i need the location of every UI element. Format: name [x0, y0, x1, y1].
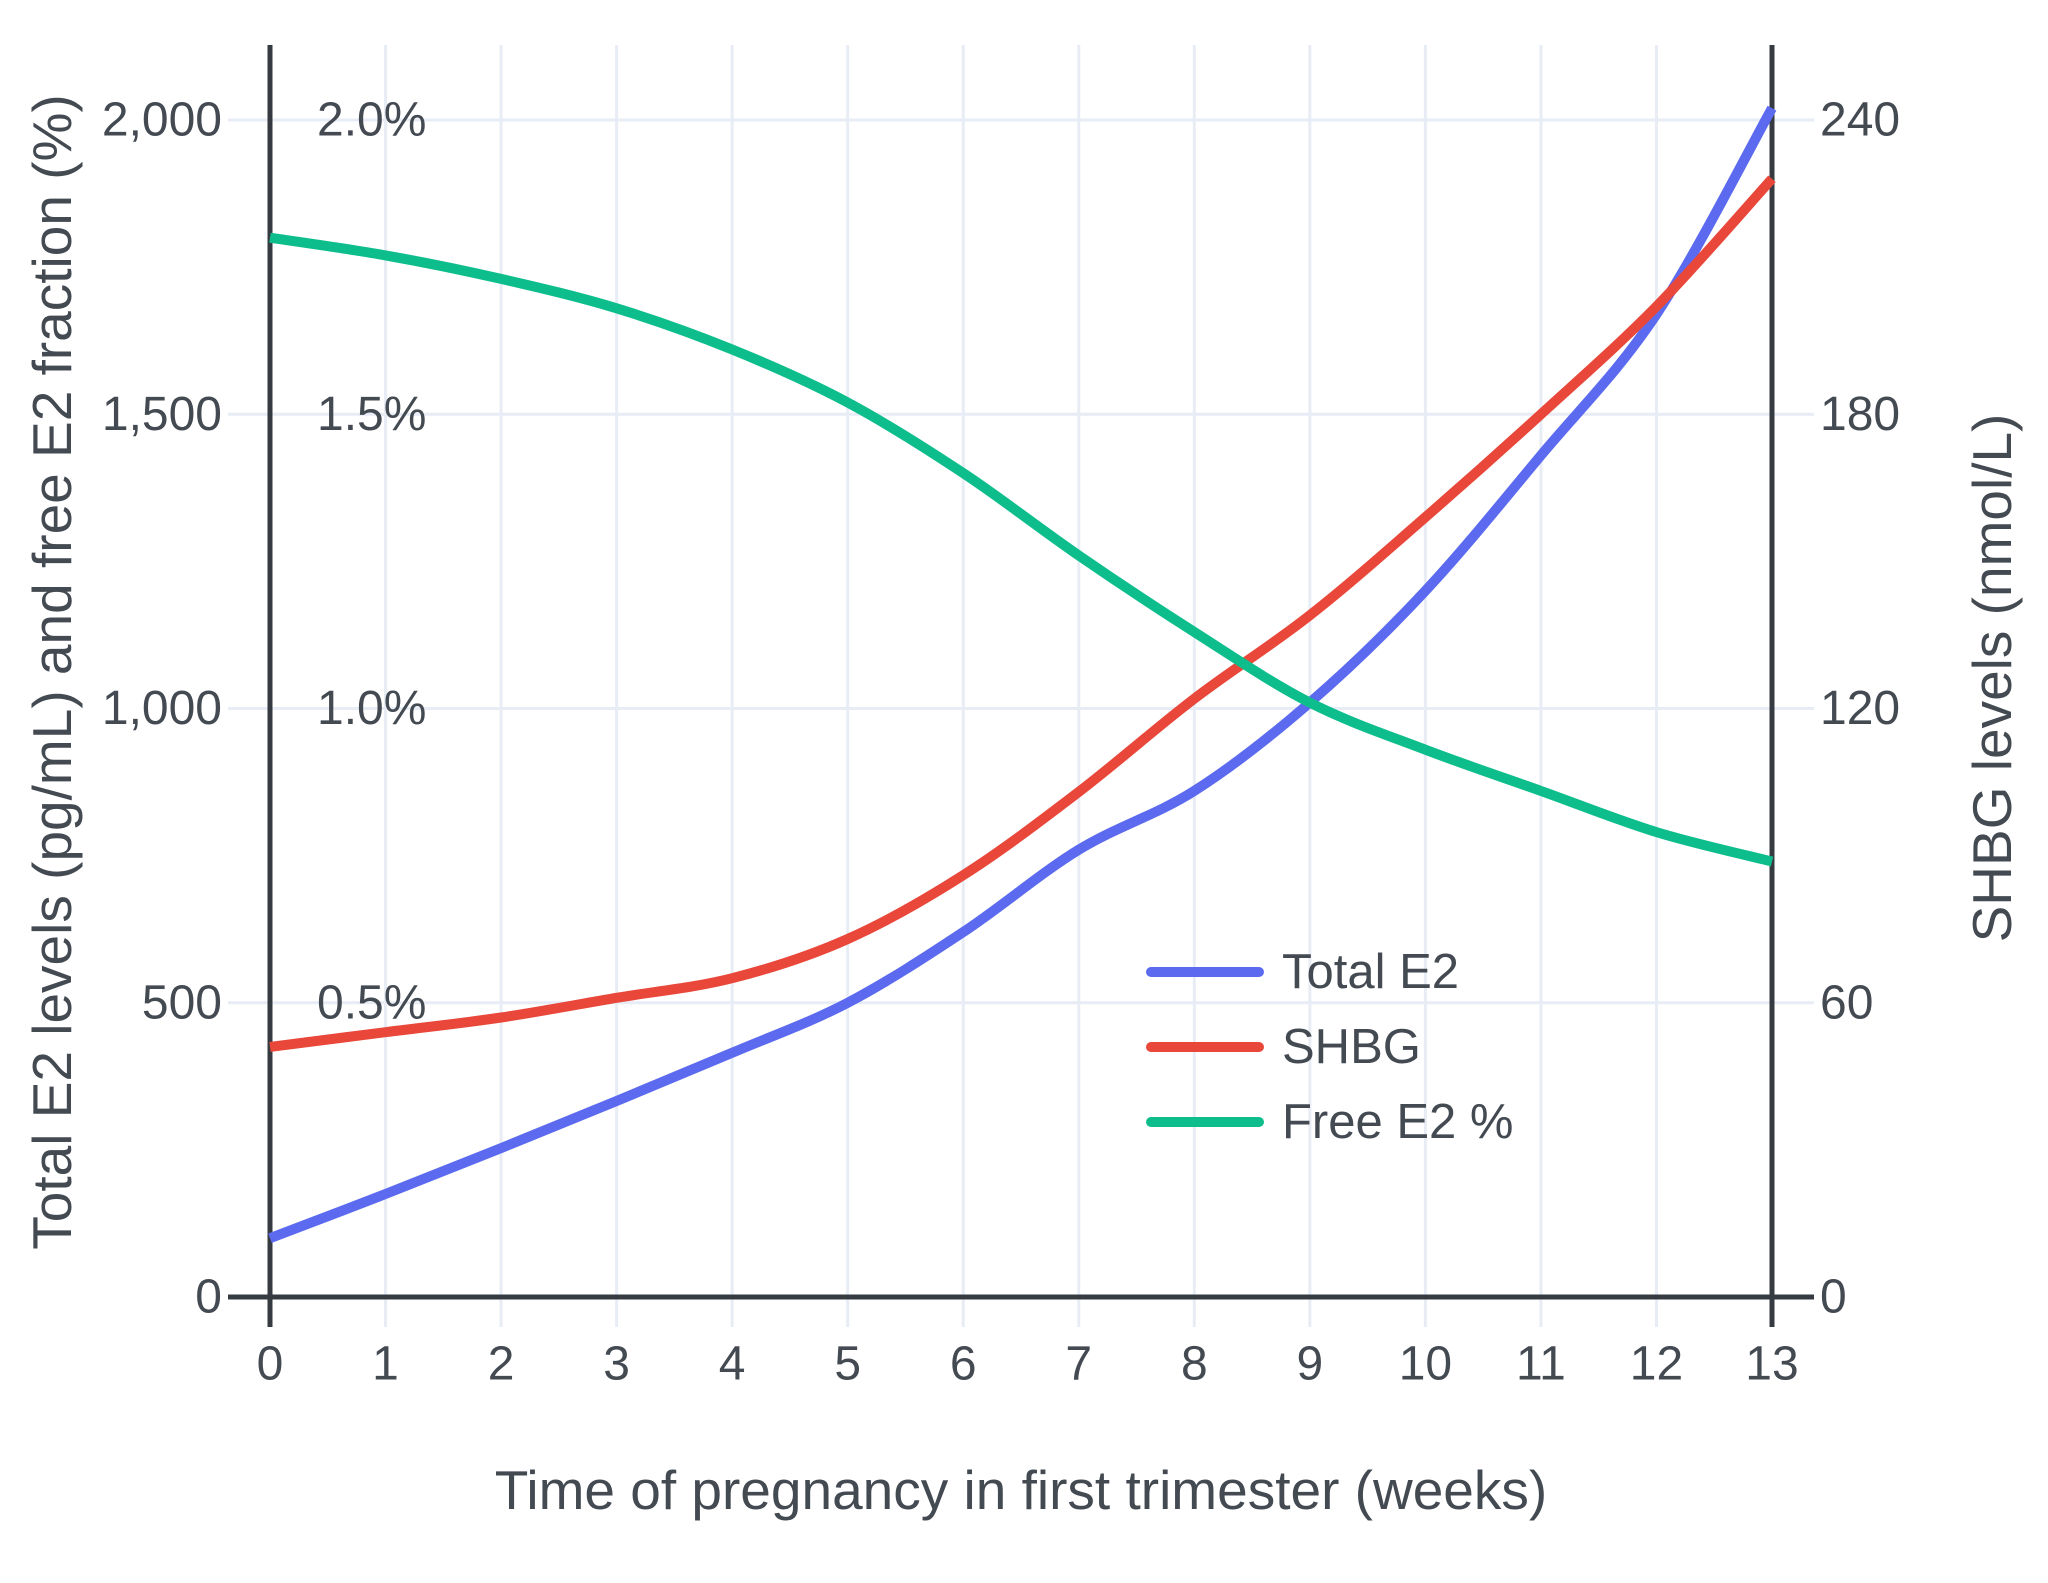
series-line-free-e2-: [269, 232, 1774, 867]
x-axis-tick-label-11: 11: [1516, 1338, 1566, 1391]
left-axis-tick-label-500: 500: [142, 976, 222, 1029]
right-axis-tick-label-120: 120: [1820, 682, 1900, 735]
left-axis-tick-label-2,000: 2,000: [102, 94, 222, 147]
x-axis-tick-label-2: 2: [488, 1338, 515, 1391]
legend-item-shbg[interactable]: SHBG: [1146, 1009, 1513, 1084]
series-line-shbg: [269, 175, 1776, 1052]
left-axis-tick-label-1,500: 1,500: [102, 388, 222, 441]
x-axis-tick-label-13: 13: [1745, 1338, 1798, 1391]
legend: Total E2 SHBG Free E2 %: [1146, 934, 1513, 1159]
total-e2-line-swatch: [1146, 966, 1264, 977]
right-axis-tick-label-180: 180: [1820, 388, 1900, 441]
right-axis-title: SHBG levels (nmol/L): [1961, 413, 2023, 943]
x-axis-tick-label-4: 4: [719, 1338, 746, 1391]
x-axis-tick-label-12: 12: [1630, 1338, 1683, 1391]
x-axis-tick-label-3: 3: [603, 1338, 630, 1391]
x-axis-tick-label-9: 9: [1296, 1338, 1323, 1391]
left-axis-tick-label-0: 0: [195, 1271, 222, 1324]
percent-tick-label-1.5%: 1.5%: [317, 388, 426, 441]
x-axis-tick-label-8: 8: [1181, 1338, 1208, 1391]
x-axis-tick-label-1: 1: [372, 1338, 399, 1391]
legend-item-total-e2[interactable]: Total E2: [1146, 934, 1513, 1009]
legend-label-shbg: SHBG: [1282, 1019, 1421, 1074]
x-axis-tick-label-0: 0: [257, 1338, 284, 1391]
legend-label-free-e2: Free E2 %: [1282, 1094, 1514, 1149]
right-axis-tick-label-0: 0: [1820, 1271, 1847, 1324]
percent-tick-label-0.5%: 0.5%: [317, 976, 426, 1029]
percent-tick-label-2.0%: 2.0%: [317, 94, 426, 147]
right-axis-tick-label-60: 60: [1820, 976, 1873, 1029]
right-axis-tick-label-240: 240: [1820, 94, 1900, 147]
x-axis-tick-label-10: 10: [1399, 1338, 1452, 1391]
left-axis-tick-label-1,000: 1,000: [102, 682, 222, 735]
free-e2-line-swatch: [1146, 1116, 1264, 1127]
x-axis-tick-label-6: 6: [950, 1338, 977, 1391]
x-axis-title: Time of pregnancy in first trimester (we…: [494, 1459, 1548, 1521]
x-axis-tick-label-7: 7: [1065, 1338, 1092, 1391]
series-line-total-e2: [268, 105, 1777, 1243]
percent-tick-label-1.0%: 1.0%: [317, 682, 426, 735]
left-axis-title: Total E2 levels (pg/mL) and free E2 frac…: [21, 94, 83, 1250]
x-axis-tick-label-5: 5: [834, 1338, 861, 1391]
legend-label-total-e2: Total E2: [1282, 944, 1460, 999]
shbg-line-swatch: [1146, 1041, 1264, 1052]
legend-item-free-e2[interactable]: Free E2 %: [1146, 1084, 1513, 1159]
